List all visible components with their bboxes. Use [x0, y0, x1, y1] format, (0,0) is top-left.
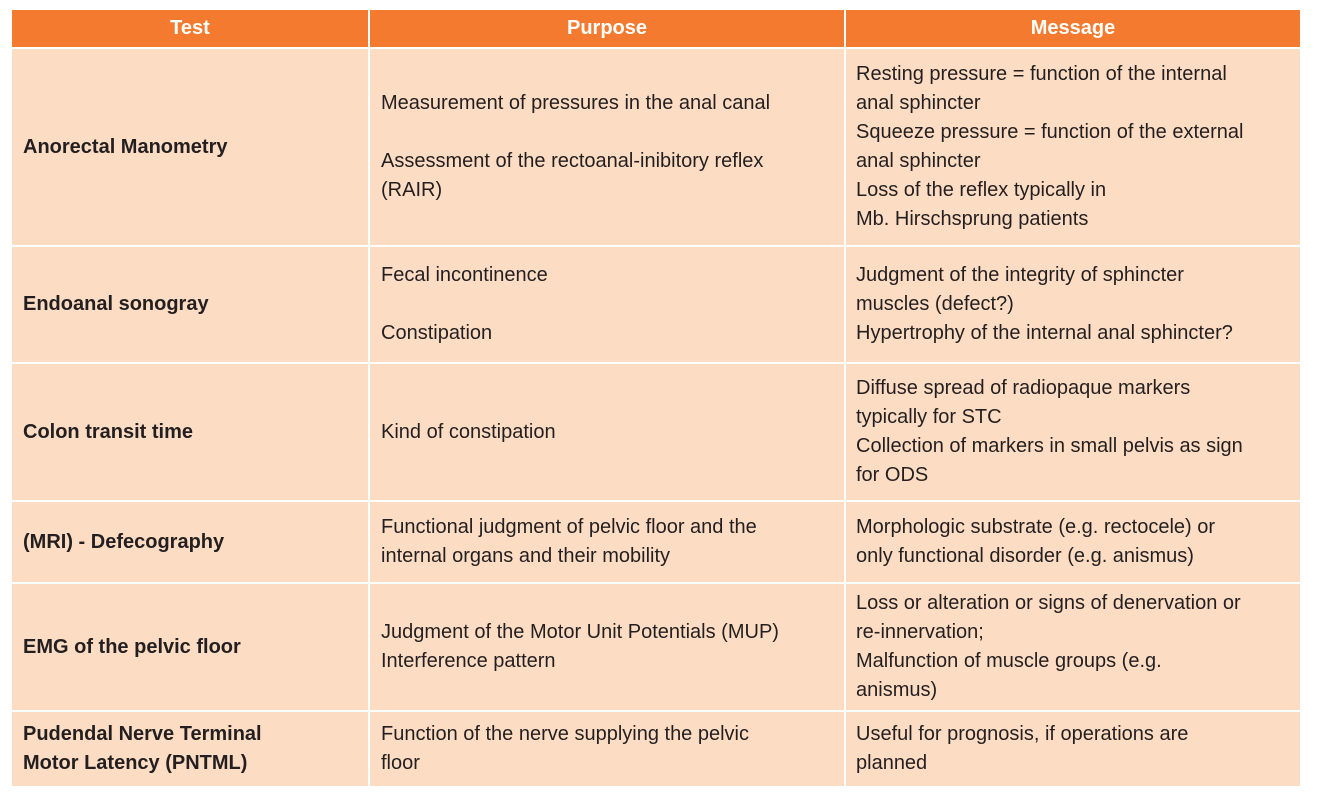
test-name-cell: (MRI) - Defecography: [12, 500, 370, 583]
message-line: re-innervation;: [856, 621, 984, 643]
message-line: anal sphincter: [856, 150, 981, 172]
test-name: (MRI) - Defecography: [23, 530, 225, 553]
table-row: Pudendal Nerve Terminal Motor Latency (P…: [12, 710, 1300, 786]
message-cell: Loss or alteration or signs of denervati…: [845, 582, 1300, 711]
message-line: anal sphincter: [856, 92, 981, 114]
message-line: anismus): [856, 679, 938, 701]
table-header-row: Test Purpose Message: [12, 10, 1300, 48]
diagnostics-table: Test Purpose Message Anorectal Manometry…: [12, 10, 1300, 786]
purpose-cell: Fecal incontinence Constipation: [369, 245, 846, 363]
message-line: Loss or alteration or signs of denervati…: [856, 592, 1241, 614]
message-line: Morphologic substrate (e.g. rectocele) o…: [856, 516, 1216, 538]
message-line: Hypertrophy of the internal anal sphinct…: [856, 322, 1233, 344]
purpose-line: Assessment of the rectoanal-inibitory re…: [381, 150, 764, 172]
purpose-line: floor: [381, 752, 420, 774]
test-name-cell: EMG of the pelvic floor: [12, 582, 370, 711]
message-cell: Diffuse spread of radiopaque markers typ…: [845, 362, 1300, 501]
message-cell: Morphologic substrate (e.g. rectocele) o…: [845, 500, 1300, 583]
message-line: Diffuse spread of radiopaque markers: [856, 377, 1191, 399]
purpose-cell: Kind of constipation: [369, 362, 846, 501]
table-row: EMG of the pelvic floor Judgment of the …: [12, 582, 1300, 711]
purpose-line: Functional judgment of pelvic floor and …: [381, 516, 757, 538]
message-line: Mb. Hirschsprung patients: [856, 208, 1089, 230]
message-cell: Judgment of the integrity of sphincter m…: [845, 245, 1300, 363]
message-line: Useful for prognosis, if operations are: [856, 723, 1189, 745]
test-name: Endoanal sonogray: [23, 293, 209, 315]
purpose-line: Constipation: [381, 322, 493, 344]
test-name: Colon transit time: [23, 420, 194, 443]
purpose-cell: Measurement of pressures in the anal can…: [369, 47, 846, 246]
test-name-cell: Colon transit time: [12, 362, 370, 501]
purpose-line: Fecal incontinence: [381, 264, 548, 286]
test-name: Pudendal Nerve Terminal: [23, 723, 262, 745]
column-header-message: Message: [845, 10, 1300, 48]
table-row: (MRI) - Defecography Functional judgment…: [12, 500, 1300, 583]
test-name: Anorectal Manometry: [23, 135, 228, 158]
purpose-line: (RAIR): [381, 179, 443, 201]
purpose-line: Measurement of pressures in the anal can…: [381, 92, 771, 114]
purpose-cell: Judgment of the Motor Unit Potentials (M…: [369, 582, 846, 711]
test-name: EMG of the pelvic floor: [23, 635, 241, 658]
test-name-cell: Endoanal sonogray: [12, 245, 370, 363]
purpose-cell: Functional judgment of pelvic floor and …: [369, 500, 846, 583]
purpose-line: Judgment of the Motor Unit Potentials (M…: [381, 621, 779, 643]
purpose-line: internal organs and their mobility: [381, 545, 671, 567]
purpose-line: Kind of constipation: [381, 420, 556, 443]
column-header-purpose: Purpose: [369, 10, 846, 48]
table-row: Endoanal sonogray Fecal incontinence Con…: [12, 245, 1300, 363]
purpose-line: Function of the nerve supplying the pelv…: [381, 723, 749, 745]
message-line: planned: [856, 752, 928, 774]
message-line: only functional disorder (e.g. anismus): [856, 545, 1194, 567]
table-row: Colon transit time Kind of constipation …: [12, 362, 1300, 501]
purpose-cell: Function of the nerve supplying the pelv…: [369, 710, 846, 786]
message-line: Squeeze pressure = function of the exter…: [856, 121, 1244, 143]
message-line: Loss of the reflex typically in: [856, 179, 1107, 201]
message-line: Judgment of the integrity of sphincter: [856, 264, 1184, 286]
table-row: Anorectal Manometry Measurement of press…: [12, 47, 1300, 246]
message-line: Malfunction of muscle groups (e.g.: [856, 650, 1162, 672]
message-line: muscles (defect?): [856, 293, 1014, 315]
message-line: Resting pressure = function of the inter…: [856, 63, 1227, 85]
purpose-line: Interference pattern: [381, 650, 556, 672]
message-cell: Resting pressure = function of the inter…: [845, 47, 1300, 246]
test-name: Motor Latency (PNTML): [23, 752, 248, 774]
message-line: typically for STC: [856, 406, 1002, 428]
message-line: for ODS: [856, 464, 929, 486]
test-name-cell: Pudendal Nerve Terminal Motor Latency (P…: [12, 710, 370, 786]
column-header-test: Test: [12, 10, 370, 48]
message-line: Collection of markers in small pelvis as…: [856, 435, 1243, 457]
message-cell: Useful for prognosis, if operations are …: [845, 710, 1300, 786]
test-name-cell: Anorectal Manometry: [12, 47, 370, 246]
